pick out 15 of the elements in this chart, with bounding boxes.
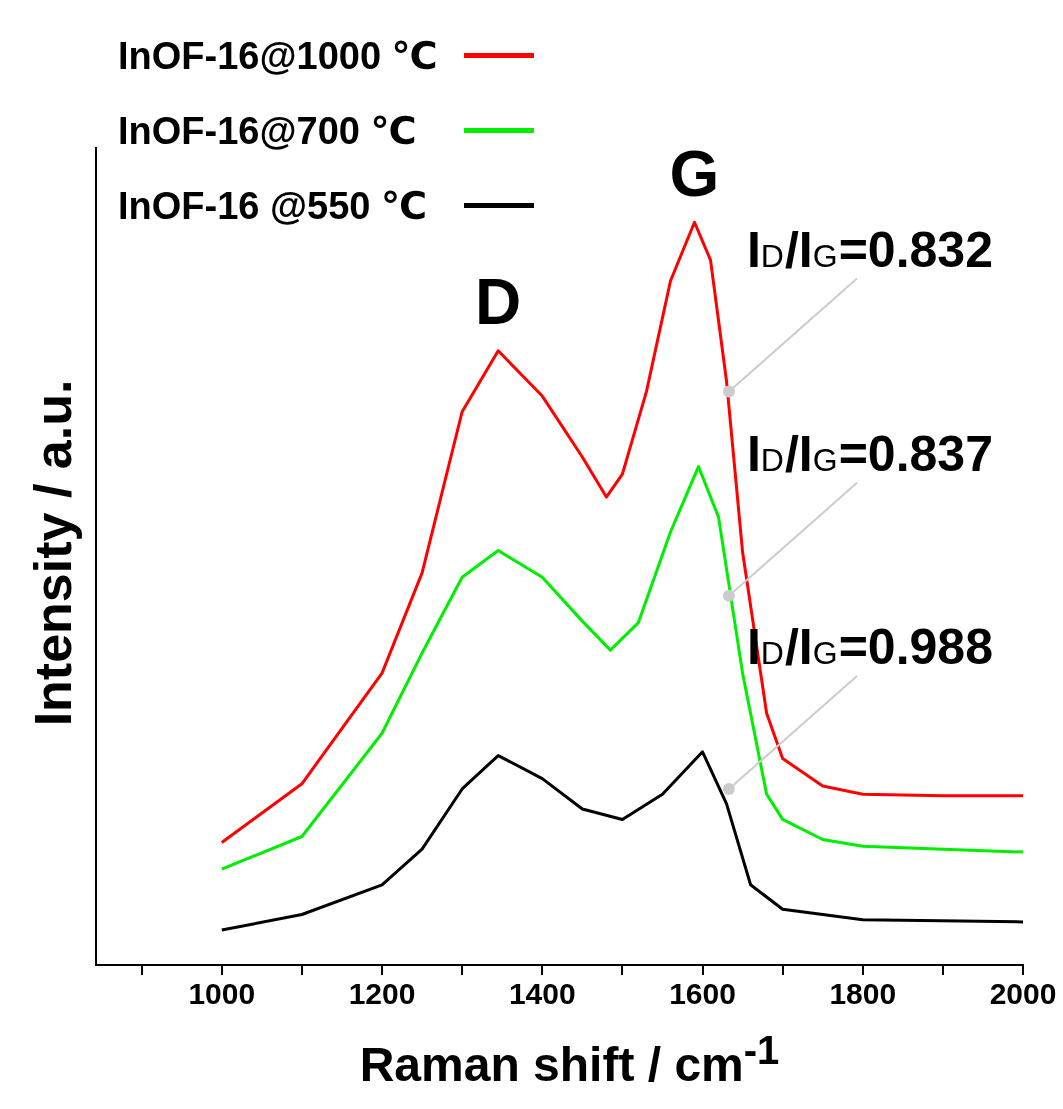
legend-label: InOF-16@1000 ℃ bbox=[118, 33, 439, 78]
annotation: ID/IG=0.832 bbox=[746, 221, 993, 278]
x-tick-label: 1600 bbox=[669, 977, 736, 1011]
annotation: G bbox=[669, 137, 720, 210]
legend-label: InOF-16 @550 ℃ bbox=[118, 183, 429, 228]
annotation: ID/IG=0.837 bbox=[746, 425, 993, 482]
x-tick-label: 1800 bbox=[829, 977, 897, 1011]
x-tick-label: 1400 bbox=[508, 977, 576, 1011]
legend-label: InOF-16@700 ℃ bbox=[118, 108, 418, 153]
annotation: D bbox=[475, 266, 522, 339]
y-axis-title: Intensity / a.u. bbox=[23, 379, 83, 727]
x-tick-label: 1200 bbox=[348, 977, 416, 1011]
x-tick-label: 1000 bbox=[188, 977, 256, 1011]
x-axis-title: Raman shift / cm$^{-1}$ bbox=[358, 1028, 781, 1092]
x-tick-label: 2000 bbox=[989, 977, 1057, 1011]
